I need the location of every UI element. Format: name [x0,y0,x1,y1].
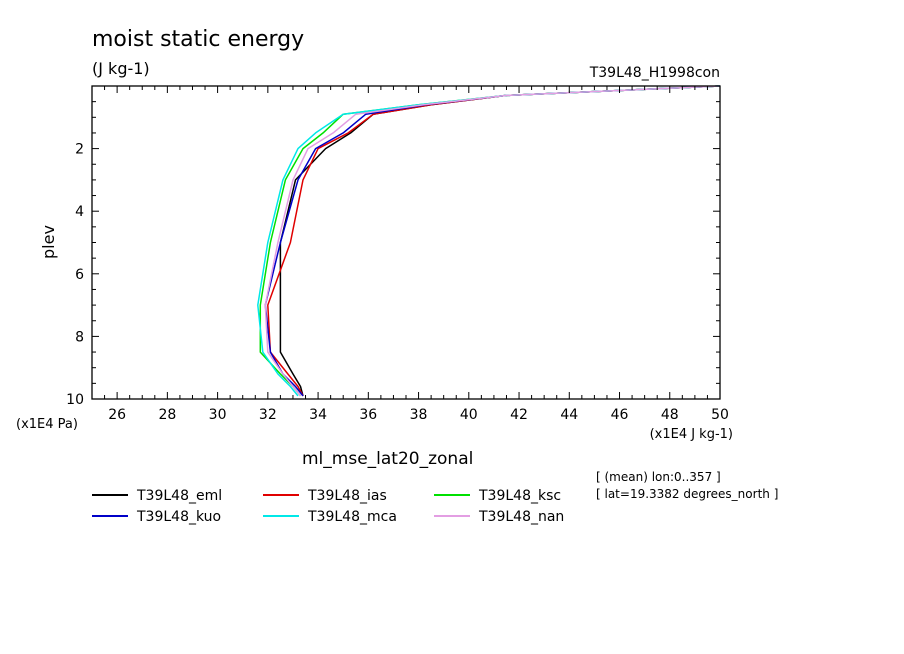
legend-label: T39L48_eml [136,488,222,504]
legend-label: T39L48_mca [307,509,397,525]
y-tick-label: 10 [66,392,84,408]
legend: T39L48_eml T39L48_ias T39L48_ksc T39L48_kuo… [92,488,564,525]
series-line-T39L48_eml [279,85,721,397]
legend-label: T39L48_ias [307,488,387,504]
plot-frame [91,85,721,400]
series-line-T39L48_ksc [259,85,721,397]
legend-label: T39L48_ksc [478,488,561,504]
x-tick-label: 48 [661,407,679,423]
legend-label: T39L48_kuo [136,509,221,525]
x-tick-label: 30 [209,407,227,423]
chart-units: (J kg-1) [92,59,150,78]
x-tick-label: 38 [410,407,428,423]
x-tick-label: 32 [259,407,277,423]
legend-label: T39L48_nan [478,509,564,525]
y-tick-label: 6 [75,267,84,283]
x-tick-label: 36 [359,407,377,423]
ticks-layer [91,85,721,400]
x-tick-label: 28 [158,407,176,423]
info-line-lon: [ (mean) lon:0..357 ] [596,470,721,484]
x-tick-label: 42 [510,407,528,423]
info-line-lat: [ lat=19.3382 degrees_north ] [596,487,778,501]
y-tick-label: 2 [75,142,84,158]
series-line-T39L48_mca [257,85,721,397]
chart-title: moist static energy [92,27,304,52]
x-tick-label: 50 [711,407,729,423]
experiment-label: T39L48_H1998con [589,65,720,81]
x-tick-label: 40 [460,407,478,423]
y-unit-label: (x1E4 Pa) [16,417,78,432]
y-tick-label: 4 [75,204,84,220]
series-line-T39L48_nan [264,85,721,397]
y-tick-label: 8 [75,329,84,345]
x-tick-label: 46 [611,407,629,423]
series-layer [257,85,721,397]
x-tick-label: 34 [309,407,327,423]
x-unit-label: (x1E4 J kg-1) [650,427,733,442]
x-tick-label: 44 [560,407,578,423]
variable-label: ml_mse_lat20_zonal [302,449,473,469]
series-line-T39L48_ias [267,85,721,397]
y-axis-label: plev [39,225,58,259]
x-tick-label: 26 [108,407,126,423]
